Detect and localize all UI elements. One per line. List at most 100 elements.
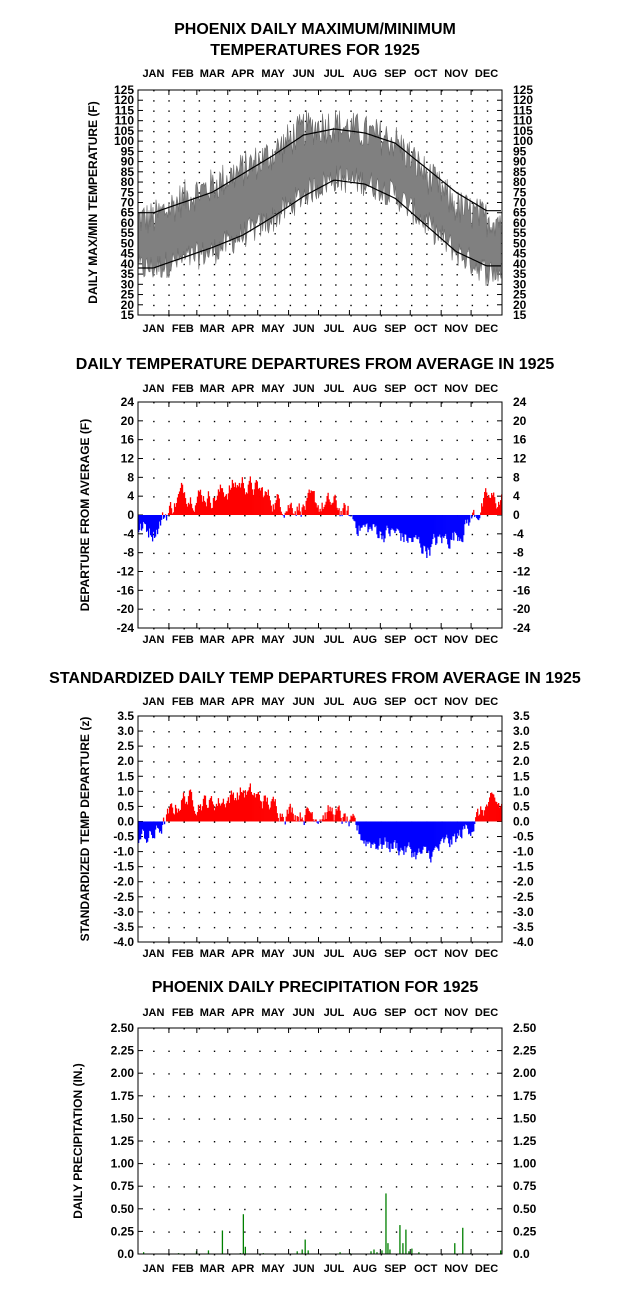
grid-dot [380,120,383,123]
grid-dot [335,496,337,498]
grid-dot [304,609,307,611]
grid-dot [335,761,337,763]
grid-dot [441,552,443,555]
departure-bar [458,515,460,538]
grid-dot [335,716,337,718]
departure-bar [342,508,344,515]
departure-bar [316,821,318,823]
departure-bar [274,503,276,515]
grid-dot [456,776,458,778]
grid-dot [259,761,261,763]
grid-dot [365,791,367,793]
month-label-bottom: MAY [261,1263,285,1275]
grid-dot [471,776,474,778]
departure-bar [168,807,171,822]
grid-dot [244,1028,246,1030]
grid-dot [365,202,367,204]
departure-bar [186,506,189,515]
departure-bar [205,804,208,822]
grid-dot [213,90,216,92]
grid-dot [380,202,383,204]
y-tick-label-right: 3.0 [513,724,530,738]
departure-bar [169,804,172,822]
grid-dot [441,911,443,914]
departure-bar [336,507,338,515]
departure-bar [440,515,442,538]
departure-bar [475,515,477,516]
grid-dot [198,609,201,611]
grid-dot [365,100,367,102]
departure-bar [145,821,148,843]
grid-dot [183,791,185,793]
month-label-top: APR [231,696,254,708]
departure-bar [485,806,487,822]
grid-dot [426,253,428,256]
departure-bar [328,811,330,822]
grid-dot [441,110,443,112]
grid-dot [471,1231,474,1233]
grid-dot [168,806,170,808]
departure-bar [384,821,386,838]
grid-dot [244,851,246,853]
departure-bar [191,800,194,822]
departure-bar [252,795,254,822]
grid-dot [365,628,367,630]
y-tick-label-left: 1.5 [117,769,134,783]
month-label-bottom: SEP [384,1263,406,1275]
grid-dot [411,263,413,266]
grid-dot [486,851,489,853]
departure-bar [155,515,158,530]
grid-dot [244,926,246,929]
grid-dot [426,458,428,460]
departure-bar [448,821,450,844]
month-label-bottom: NOV [444,323,469,335]
grid-dot [153,533,155,536]
grid-dot [229,926,231,929]
grid-dot [380,110,383,112]
grid-dot [486,100,489,102]
departure-bar [457,821,459,834]
y-tick-label-right: -0.5 [513,830,534,844]
grid-dot [153,1073,155,1075]
grid-dot [244,110,246,112]
y-tick-label-right: 12 [513,452,527,466]
grid-dot [229,1118,231,1120]
grid-dot [471,1050,474,1052]
month-label-top: NOV [444,68,469,80]
grid-dot [380,590,383,592]
precip-bar [385,1193,387,1254]
departure-bar [172,512,175,515]
departure-bar [311,812,313,822]
grid-dot [320,274,322,276]
departure-bar [484,491,486,515]
departure-bar [374,821,376,844]
grid-dot [350,439,352,442]
departure-bar [225,494,228,515]
departure-bar [159,821,162,832]
grid-dot [244,552,246,555]
departure-bar [334,494,336,515]
month-label-bottom: SEP [384,634,406,646]
grid-dot [456,731,458,733]
departure-bar [276,494,278,515]
grid-dot [411,806,413,808]
grid-dot [213,263,216,266]
grid-dot [335,776,337,778]
grid-dot [259,1163,261,1165]
grid-dot [244,439,246,442]
grid-dot [426,161,428,163]
departure-bar [442,821,444,838]
grid-dot [456,202,458,204]
grid-dot [153,806,155,808]
departure-bar [290,502,292,515]
departure-bar [148,821,151,831]
grid-dot [289,628,292,630]
departure-bar [215,803,218,822]
departure-bar [329,806,331,822]
grid-dot [350,253,352,256]
departure-bar [463,821,465,827]
grid-dot [304,896,307,899]
y-tick-label-right: 2.0 [513,754,530,768]
grid-dot [320,836,322,838]
grid-dot [274,533,276,536]
